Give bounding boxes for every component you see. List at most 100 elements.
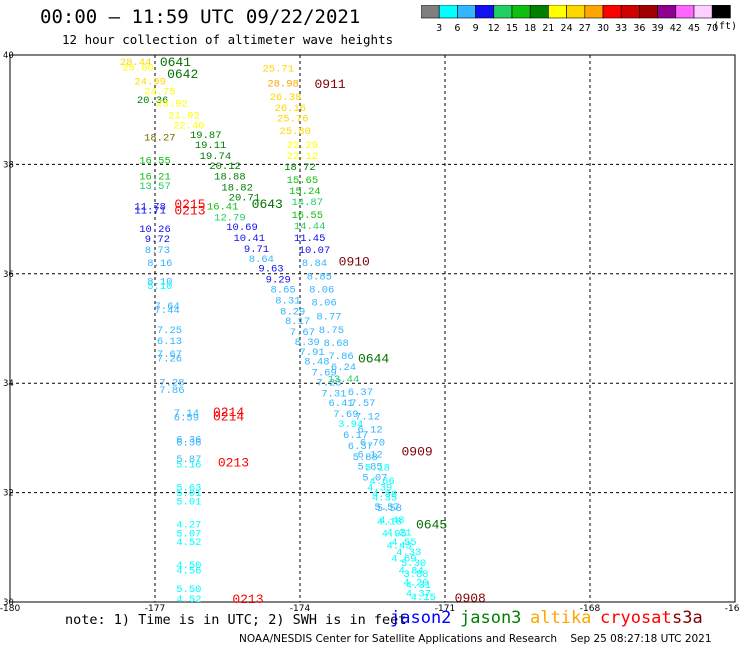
- color-scale-units: (ft): [713, 21, 738, 32]
- pass-time-label: 0911: [315, 77, 346, 92]
- colorbar-label: 18: [524, 23, 536, 34]
- swh-value: 8.06: [309, 284, 334, 296]
- legend-note: note: 1) Time is in UTC; 2) SWH is in fe…: [65, 612, 407, 628]
- swh-value: 24.75: [144, 86, 176, 98]
- swh-value: 8.68: [324, 338, 349, 350]
- swh-value: 11.45: [294, 233, 326, 245]
- colorbar-label: 27: [579, 23, 591, 34]
- swh-value: 5.50: [176, 584, 201, 596]
- swh-value: 4.35: [372, 492, 397, 504]
- swh-value: 7.25: [157, 325, 182, 337]
- swh-value: 19.87: [190, 130, 222, 142]
- legend-s3a: s3a: [672, 608, 703, 628]
- colorbar-label: 33: [615, 23, 627, 34]
- map-subtitle: 12 hour collection of altimeter wave hei…: [62, 32, 394, 47]
- lat-tick-label: 32: [3, 489, 14, 499]
- swh-value: 4.33: [396, 547, 421, 559]
- swh-value: 4.21: [386, 527, 411, 539]
- swh-value: 9.63: [258, 264, 283, 276]
- swh-value: 18.27: [144, 132, 176, 144]
- swh-value: 8.17: [285, 316, 310, 328]
- swh-value: 8.65: [270, 284, 295, 296]
- lon-tick-label: -180: [0, 604, 20, 614]
- swh-value: 18.88: [214, 172, 246, 184]
- swh-value: 7.91: [299, 347, 324, 359]
- swh-value: 22.29: [287, 140, 319, 152]
- swh-value: 5.07: [176, 528, 201, 540]
- swh-value: 7.86: [159, 385, 184, 397]
- swh-value: 4.43: [386, 540, 411, 552]
- swh-value: 4.52: [176, 594, 201, 606]
- swh-value: 28.44: [120, 57, 152, 69]
- swh-value: 3.94: [338, 419, 363, 431]
- swh-value: 9.71: [244, 244, 269, 256]
- swh-value: 16.41: [207, 201, 239, 213]
- swh-value: 8.75: [319, 325, 344, 337]
- swh-value: 25.60: [122, 62, 154, 74]
- colorbar-label: 36: [633, 23, 645, 34]
- pass-time-label: 0910: [339, 255, 370, 270]
- lon-tick-label: -174: [290, 604, 311, 614]
- swh-value: 8.06: [312, 298, 337, 310]
- swh-value: 5.01: [176, 488, 201, 500]
- legend-altika: altika: [530, 608, 592, 628]
- swh-value: 10.26: [139, 224, 171, 236]
- swh-value: 6.41: [328, 398, 353, 410]
- swh-value: 6.36: [176, 434, 201, 446]
- swh-value: 4.31: [406, 580, 431, 592]
- swh-value: 7.69: [312, 368, 337, 380]
- lon-tick-label: -171: [435, 604, 455, 614]
- swh-value: 6.36: [176, 438, 201, 450]
- swh-value: 16.55: [291, 210, 323, 222]
- pass-time-label: 0213: [232, 592, 263, 607]
- lon-tick-label: -168: [580, 604, 601, 614]
- swh-value: 23.92: [156, 98, 188, 110]
- swh-value: 4.52: [176, 537, 201, 549]
- swh-value: 25.76: [277, 114, 309, 126]
- pass-time-label: 0908: [455, 591, 486, 606]
- swh-value: 6.70: [360, 438, 385, 450]
- swh-value: 5.58: [377, 503, 402, 515]
- swh-value: 12.79: [214, 213, 246, 225]
- swh-value: 6.12: [357, 424, 382, 436]
- swh-value: 22.12: [287, 151, 319, 163]
- pass-time-label: 0214: [213, 409, 244, 424]
- footer-credit: NOAA/NESDIS Center for Satellite Applica…: [239, 633, 712, 645]
- swh-value: 8.85: [307, 271, 332, 283]
- swh-value: 10.41: [233, 233, 265, 245]
- swh-value: 8.84: [302, 258, 327, 270]
- swh-value: 11.71: [134, 206, 166, 218]
- pass-time-label: 0641: [160, 55, 191, 70]
- swh-value: 5.18: [365, 463, 390, 475]
- swh-value: 3.88: [403, 569, 428, 581]
- swh-value: 7.67: [157, 349, 182, 361]
- swh-value: 15.24: [289, 186, 321, 198]
- swh-value: 19.74: [200, 151, 232, 163]
- pass-time-label: 0643: [252, 197, 283, 212]
- map-title: 00:00 – 11:59 UTC 09/22/2021: [40, 6, 361, 28]
- swh-value: 4.95: [382, 528, 407, 540]
- colorbar-label: 3: [436, 23, 442, 34]
- swh-value: 20.36: [137, 95, 169, 107]
- lat-tick-label: 30: [3, 598, 14, 608]
- swh-value: 7.12: [355, 411, 380, 423]
- swh-value: 8.31: [275, 295, 300, 307]
- legend-jason3: jason3: [460, 608, 522, 628]
- legend-cryosat: cryosat: [600, 608, 672, 628]
- swh-value: 18.82: [221, 183, 253, 195]
- swh-value: 20.71: [229, 193, 261, 205]
- swh-value: 9.29: [266, 275, 291, 287]
- swh-value: 6.37: [348, 387, 373, 399]
- colorbar-swatch: [711, 5, 731, 19]
- colorbar-label: 39: [652, 23, 664, 34]
- swh-value: 7.69: [333, 409, 358, 421]
- colorbar-label: 15: [506, 23, 518, 34]
- colorbar-label: 42: [670, 23, 682, 34]
- pass-time-label: 0214: [213, 405, 244, 420]
- swh-value: 24.99: [134, 77, 166, 89]
- swh-value: 9.72: [145, 234, 170, 246]
- colorbar-label: 24: [561, 23, 573, 34]
- swh-value: 14.44: [294, 221, 326, 233]
- swh-value: 8.16: [147, 258, 172, 270]
